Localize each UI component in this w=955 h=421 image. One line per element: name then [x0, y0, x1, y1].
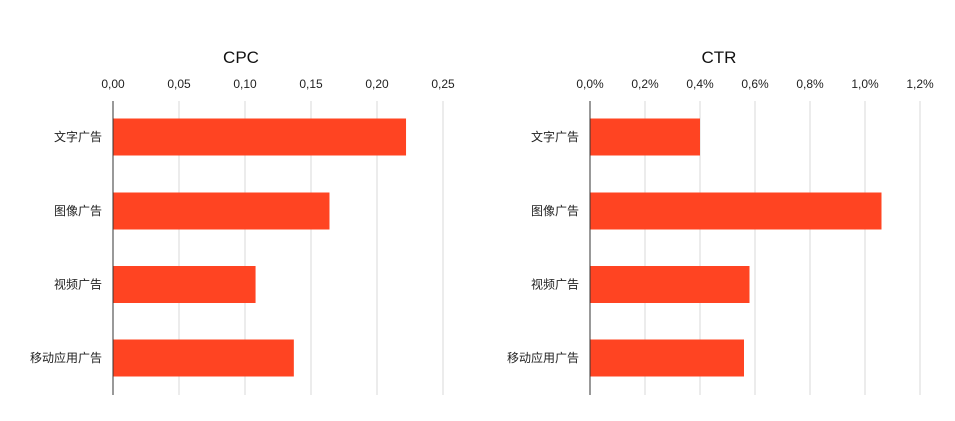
cpc-x-tick-label: 0,00	[101, 77, 125, 91]
cpc-bar	[113, 192, 330, 230]
ctr-bar	[590, 192, 882, 230]
cpc-bar	[113, 266, 256, 303]
ctr-category-label: 移动应用广告	[507, 350, 579, 365]
cpc-chart-title: CPC	[223, 48, 259, 67]
ctr-category-label: 文字广告	[531, 129, 579, 144]
cpc-x-tick-label: 0,10	[233, 77, 257, 91]
ctr-x-tick-label: 0,4%	[686, 77, 714, 91]
cpc-bar	[113, 339, 294, 377]
ctr-chart-title: CTR	[702, 48, 737, 67]
cpc-x-tick-label: 0,20	[365, 77, 389, 91]
cpc-bar	[113, 118, 407, 156]
ctr-category-label: 视频广告	[531, 277, 579, 292]
cpc-x-tick-label: 0,05	[167, 77, 191, 91]
ctr-x-tick-label: 1,2%	[906, 77, 934, 91]
cpc-category-label: 文字广告	[54, 129, 102, 144]
ctr-x-tick-label: 0,8%	[796, 77, 824, 91]
ctr-bar	[590, 266, 750, 303]
cpc-category-label: 图像广告	[54, 204, 102, 218]
cpc-category-label: 视频广告	[54, 277, 102, 292]
ctr-bar	[590, 118, 700, 156]
ctr-bar	[590, 339, 744, 377]
ctr-x-tick-label: 0,0%	[576, 77, 604, 91]
ctr-x-tick-label: 0,6%	[741, 77, 769, 91]
cpc-category-label: 移动应用广告	[30, 350, 102, 365]
ctr-category-label: 图像广告	[531, 204, 579, 218]
cpc-x-tick-label: 0,25	[431, 77, 455, 91]
ctr-x-tick-label: 0,2%	[631, 77, 659, 91]
cpc-x-tick-label: 0,15	[299, 77, 323, 91]
ctr-x-tick-label: 1,0%	[851, 77, 879, 91]
